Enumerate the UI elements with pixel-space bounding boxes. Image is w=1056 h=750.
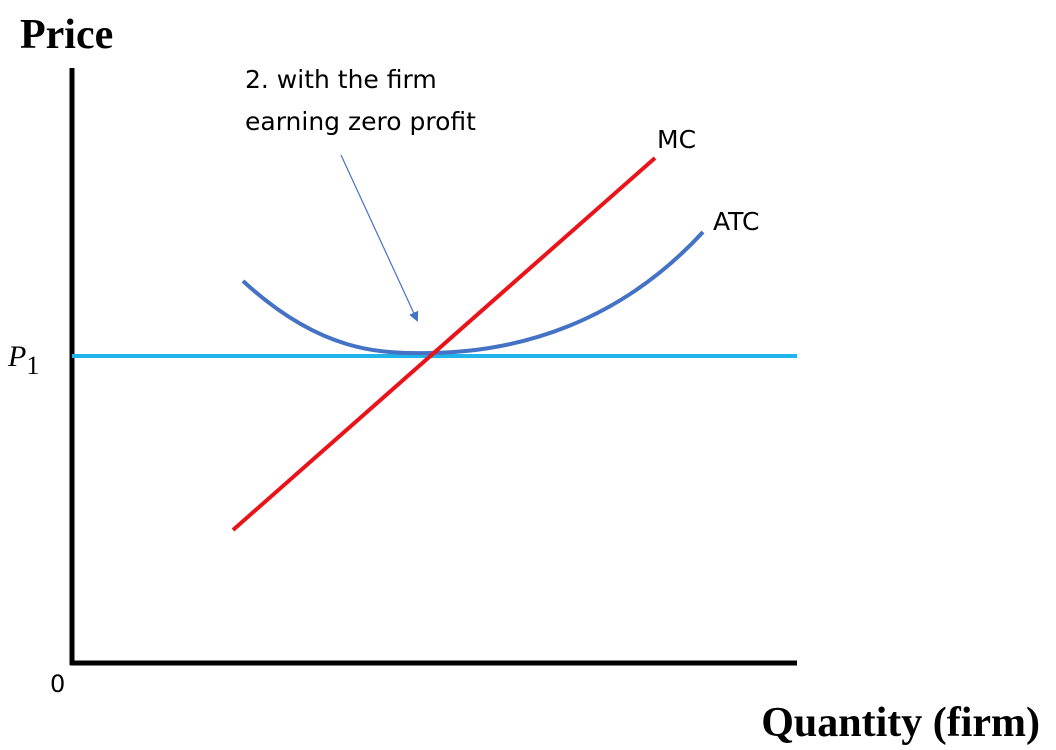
annotation-arrow: [340, 154, 419, 322]
y-axis-label: Price: [20, 12, 113, 58]
atc-label: ATC: [713, 207, 759, 236]
atc-curve: [241, 230, 705, 356]
annotation-line: earning zero profit: [245, 107, 476, 136]
price-label: P1: [7, 340, 39, 380]
mc-label: MC: [657, 125, 696, 154]
origin-label: 0: [50, 670, 65, 698]
mc-curve: [231, 156, 657, 532]
price-label-subscript: 1: [26, 351, 39, 380]
annotation-line: 2. with the firm: [245, 65, 437, 94]
price-label-main: P: [7, 340, 26, 373]
x-axis-label: Quantity (firm): [761, 700, 1040, 746]
